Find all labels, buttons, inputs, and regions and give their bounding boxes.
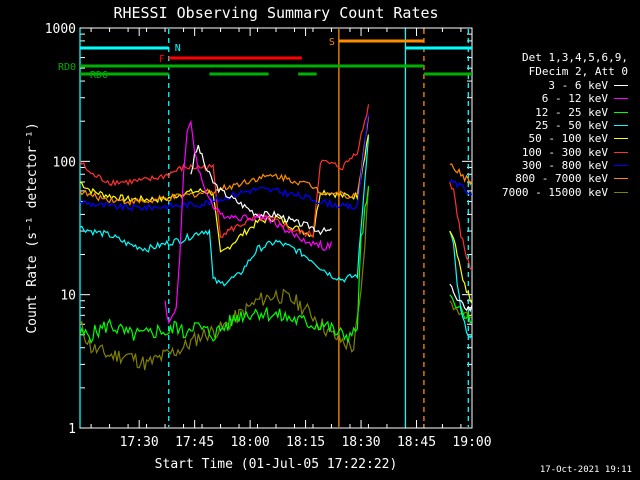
- legend-swatch: [614, 98, 628, 100]
- legend-entry: 300 - 800 keV: [468, 159, 628, 172]
- legend-swatch: [614, 164, 628, 166]
- legend-label: 300 - 800 keV: [521, 158, 608, 172]
- x-axis-label: Start Time (01-Jul-05 17:22:22): [155, 457, 398, 472]
- series-line-800-7000-kev: [79, 116, 370, 206]
- legend: 3 - 6 keV 6 - 12 keV 12 - 25 keV 25 - 50 ke…: [468, 79, 628, 199]
- legend-label: 6 - 12 keV: [541, 92, 608, 106]
- flag-label-f: F: [159, 54, 165, 65]
- legend-entry: 50 - 100 keV: [468, 132, 628, 145]
- y-tick-label: 10: [60, 289, 76, 304]
- legend-swatch: [614, 138, 628, 140]
- x-tick-label: 17:45: [175, 435, 214, 450]
- legend-swatch: [614, 178, 628, 180]
- legend-swatch: [614, 125, 628, 127]
- timestamp: 17-Oct-2021 19:11: [539, 465, 632, 475]
- legend-entry: 25 - 50 keV: [468, 119, 628, 132]
- series-line-300-800-kev: [79, 113, 370, 212]
- legend-title-line1: Det 1,3,4,5,6,9,: [522, 51, 628, 64]
- legend-swatch: [614, 85, 628, 87]
- legend-label: 100 - 300 keV: [521, 145, 608, 159]
- legend-title-line2: FDecim 2, Att 0: [528, 65, 628, 78]
- series-line-12-25-kev: [79, 185, 370, 344]
- series-line-50-100-kev-late: [449, 230, 473, 304]
- series-line-7000-15000-kev: [79, 187, 370, 371]
- legend-entry: 7000 - 15000 keV: [468, 185, 628, 199]
- legend-swatch: [614, 191, 628, 193]
- legend-label: 800 - 7000 keV: [515, 172, 608, 186]
- series-line-100-300-kev: [79, 104, 370, 239]
- y-tick-label: 1000: [45, 22, 76, 37]
- flag-label-s: S: [329, 37, 335, 48]
- x-tick-label: 17:30: [120, 435, 159, 450]
- legend-entry: 100 - 300 keV: [468, 145, 628, 159]
- x-tick-label: 18:30: [341, 435, 380, 450]
- legend-label: 7000 - 15000 keV: [502, 185, 608, 199]
- legend-label: 50 - 100 keV: [528, 132, 608, 146]
- series-line-3-6-kev: [190, 144, 332, 236]
- y-axis-label: Count Rate (s⁻¹ detector⁻¹): [25, 122, 40, 333]
- legend-swatch: [614, 151, 628, 153]
- series-line-3-6-kev-late: [449, 283, 473, 313]
- legend-entry: 12 - 25 keV: [468, 106, 628, 119]
- x-tick-label: 18:45: [397, 435, 436, 450]
- legend-entry: 6 - 12 keV: [468, 92, 628, 105]
- legend-entry: 3 - 6 keV: [468, 79, 628, 92]
- flag-label-rd0: RD0: [58, 62, 76, 73]
- legend-label: 25 - 50 keV: [535, 119, 608, 133]
- series-line-25-50-kev-late: [449, 230, 473, 339]
- legend-swatch: [614, 111, 628, 113]
- y-tick-label: 100: [53, 155, 76, 170]
- flag-label-rd6: RD6: [90, 70, 108, 81]
- x-tick-label: 19:00: [452, 435, 491, 450]
- chart-title: RHESSI Observing Summary Count Rates: [113, 4, 438, 22]
- x-tick-label: 18:00: [231, 435, 270, 450]
- y-tick-label: 1: [68, 422, 76, 437]
- series-line-7000-15000-kev-late: [449, 300, 473, 319]
- series-line-100-300-kev-late: [449, 181, 473, 271]
- x-tick-label: 18:15: [286, 435, 325, 450]
- series-line-6-12-kev: [164, 119, 333, 325]
- series-line-300-800-kev-late: [449, 178, 473, 196]
- legend-label: 3 - 6 keV: [548, 79, 608, 93]
- flag-label-n: N: [175, 43, 181, 54]
- legend-label: 12 - 25 keV: [535, 105, 608, 119]
- series-line-25-50-kev: [79, 136, 370, 287]
- series-line-800-7000-kev-late: [449, 163, 473, 186]
- legend-entry: 800 - 7000 keV: [468, 172, 628, 185]
